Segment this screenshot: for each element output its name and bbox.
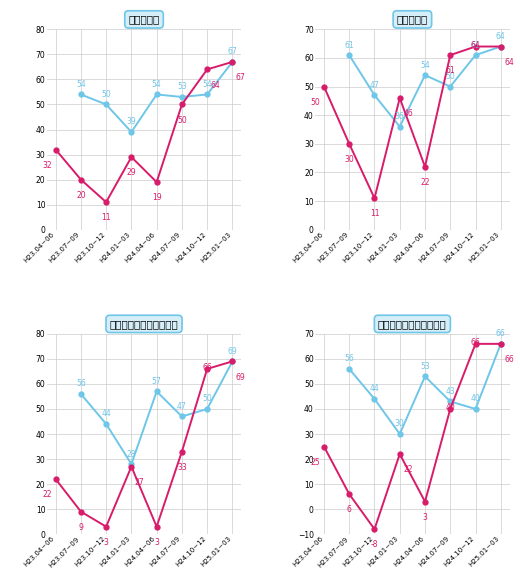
Text: 69: 69 xyxy=(228,347,237,356)
Text: 61: 61 xyxy=(471,41,480,49)
Text: 11: 11 xyxy=(370,210,379,218)
Text: 33: 33 xyxy=(177,463,187,471)
Text: 56: 56 xyxy=(76,379,86,389)
Text: 20: 20 xyxy=(76,191,86,200)
Text: 53: 53 xyxy=(420,362,430,371)
Text: 40: 40 xyxy=(471,394,480,403)
Text: 30: 30 xyxy=(344,155,354,164)
Text: 19: 19 xyxy=(152,193,162,202)
Text: 54: 54 xyxy=(202,80,212,89)
Text: 66: 66 xyxy=(504,355,514,364)
Text: 30: 30 xyxy=(395,420,405,429)
Text: 64: 64 xyxy=(496,32,505,41)
Text: 67: 67 xyxy=(236,73,245,82)
Text: 54: 54 xyxy=(76,80,86,89)
Text: 50: 50 xyxy=(101,90,111,99)
Text: 50: 50 xyxy=(445,72,455,81)
Text: 66: 66 xyxy=(202,363,212,372)
Text: 64: 64 xyxy=(504,58,514,67)
Text: 64: 64 xyxy=(471,41,480,50)
Text: 53: 53 xyxy=(177,82,187,92)
Text: 28: 28 xyxy=(127,450,136,458)
Title: 総受注金額: 総受注金額 xyxy=(397,15,428,25)
Text: 64: 64 xyxy=(211,80,220,90)
Text: 36: 36 xyxy=(395,112,405,121)
Title: 戸建て注文住宅受注金額: 戸建て注文住宅受注金額 xyxy=(378,319,447,329)
Text: 43: 43 xyxy=(445,387,455,396)
Text: 61: 61 xyxy=(446,66,455,75)
Text: 50: 50 xyxy=(311,97,320,107)
Text: 46: 46 xyxy=(403,109,413,118)
Text: 25: 25 xyxy=(311,458,320,467)
Text: 66: 66 xyxy=(471,338,480,348)
Text: 40: 40 xyxy=(445,403,455,413)
Text: 54: 54 xyxy=(420,60,430,70)
Title: 戸建て注文住宅受注戸数: 戸建て注文住宅受注戸数 xyxy=(110,319,178,329)
Text: 3: 3 xyxy=(423,512,427,522)
Text: 66: 66 xyxy=(496,329,505,338)
Title: 総受注戸数: 総受注戸数 xyxy=(128,15,160,25)
Text: 47: 47 xyxy=(370,80,380,90)
Text: 27: 27 xyxy=(135,478,145,487)
Text: 56: 56 xyxy=(344,355,354,363)
Text: 32: 32 xyxy=(43,161,52,170)
Text: 54: 54 xyxy=(152,80,162,89)
Text: 9: 9 xyxy=(79,523,83,532)
Text: 6: 6 xyxy=(347,505,352,514)
Text: 3: 3 xyxy=(103,538,109,546)
Text: 3: 3 xyxy=(154,538,159,546)
Text: 11: 11 xyxy=(101,213,111,222)
Text: 57: 57 xyxy=(152,377,162,386)
Text: 22: 22 xyxy=(420,178,430,187)
Text: 29: 29 xyxy=(126,168,136,177)
Text: 22: 22 xyxy=(43,490,52,499)
Text: 47: 47 xyxy=(177,402,187,411)
Text: 69: 69 xyxy=(236,373,245,382)
Text: 61: 61 xyxy=(344,41,354,49)
Text: 67: 67 xyxy=(228,48,237,56)
Text: 22: 22 xyxy=(404,465,413,474)
Text: 50: 50 xyxy=(202,394,212,403)
Text: -8: -8 xyxy=(371,540,378,549)
Text: 50: 50 xyxy=(177,116,187,124)
Text: 44: 44 xyxy=(101,410,111,419)
Text: 39: 39 xyxy=(126,117,136,126)
Text: 44: 44 xyxy=(370,384,380,393)
